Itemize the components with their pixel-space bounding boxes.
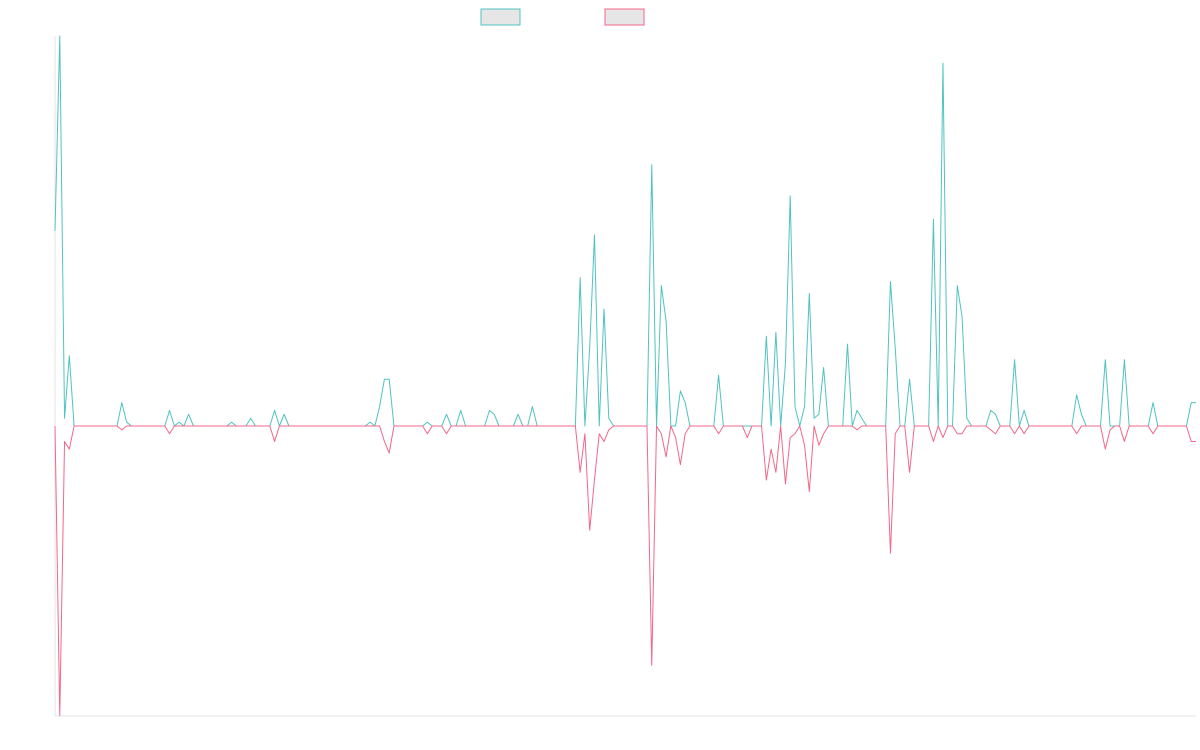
legend-swatch-1 (480, 8, 521, 26)
series-line-2 (54, 425, 1196, 716)
legend-swatch-2 (604, 8, 645, 26)
series-line-1 (54, 35, 1196, 427)
